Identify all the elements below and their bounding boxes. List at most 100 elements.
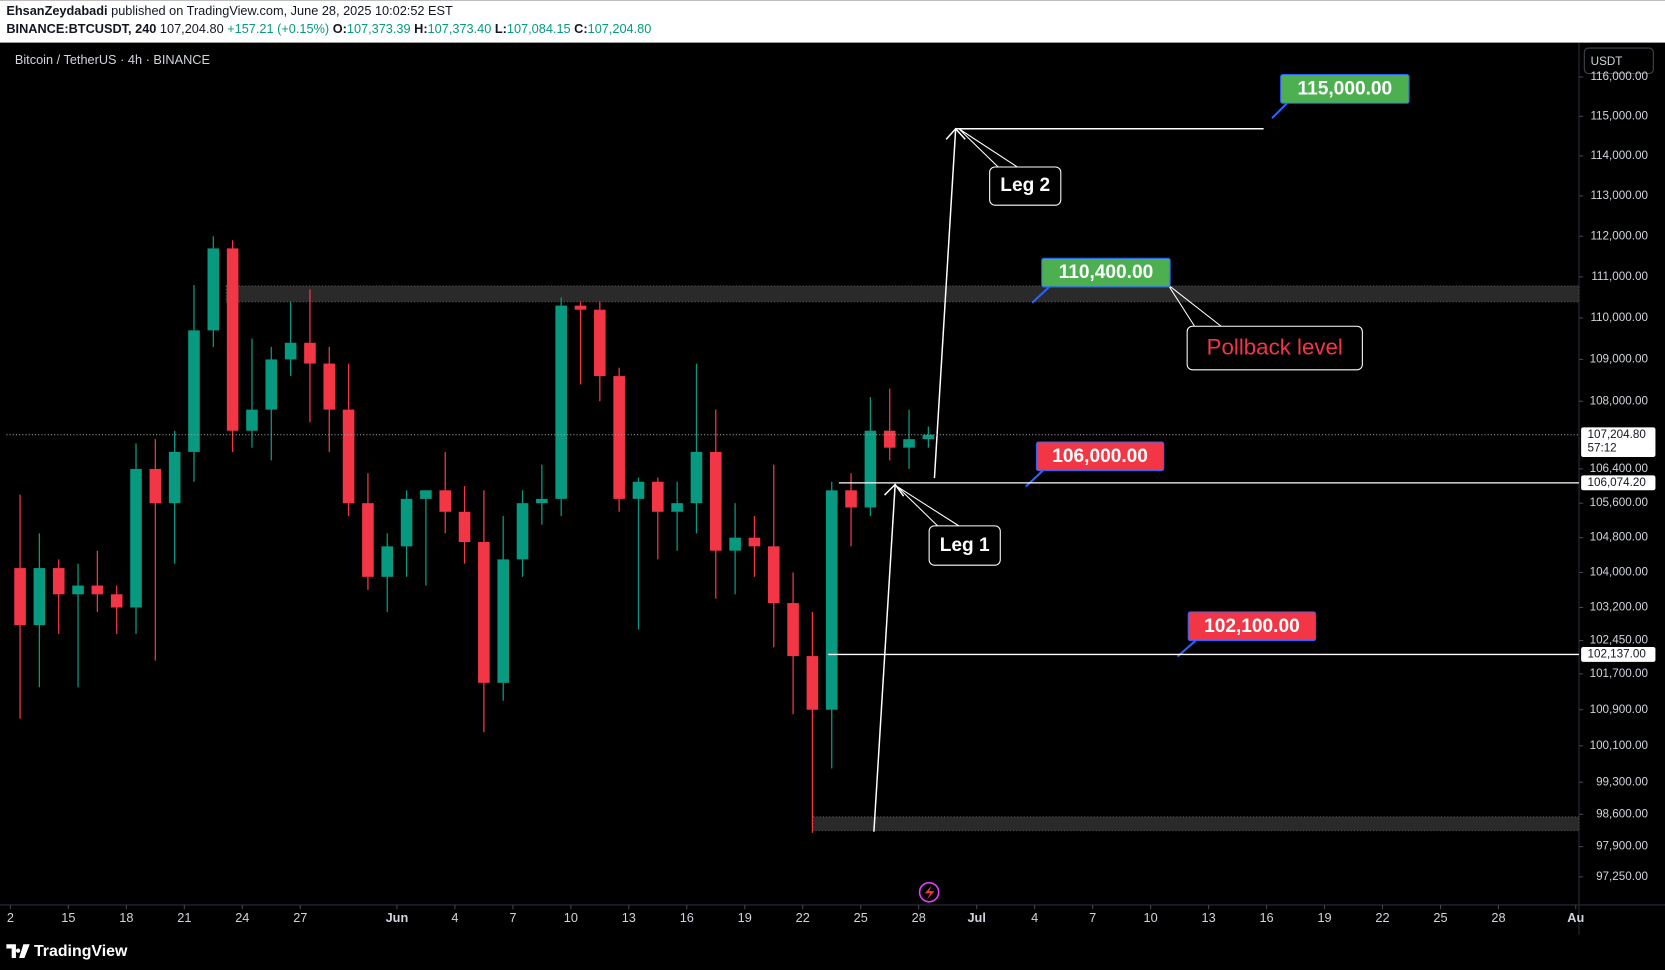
y-tick-label: 104,800.00 [1590,531,1649,544]
y-tick-label: 105,600.00 [1590,496,1649,509]
candle-body [748,537,761,547]
candle-body [767,546,780,604]
x-tick-label: 4 [1031,910,1038,925]
l-label: L: [495,21,507,36]
candle-body [652,481,664,512]
resistance-zone [225,285,1580,303]
candle-body [381,546,394,577]
level-badge [1581,475,1656,491]
candle-body [420,490,432,499]
candle-body [52,568,65,595]
candle-body [709,451,722,551]
y-tick-label: 100,900.00 [1590,703,1649,716]
y-tick-label: 115,000.00 [1590,109,1648,122]
target-110-box [1041,257,1171,288]
candle-body [91,585,104,595]
candle-body [284,342,297,360]
leg-1-label: Leg 1 [940,535,990,556]
currency: USDT [1591,55,1623,68]
drawings: Leg 2 Leg 1 Pollback level 115,000.00 11… [873,74,1410,903]
chart-background [0,42,1665,935]
candle-body [536,498,548,504]
l-value: 107,084.15 [507,21,571,36]
candle-body [806,656,819,710]
y-tick-label: 99,300.00 [1596,775,1648,788]
last-price-label: 107,204.80 [1587,428,1646,441]
leg-1-callout [928,525,1001,566]
candle-body [825,490,838,710]
x-tick-label: 25 [854,910,868,925]
candle-body [188,330,200,452]
candle-body [922,434,935,440]
author: EhsanZeydabadi [6,3,107,18]
chart-title: Bitcoin / TetherUS · 4h · BINANCE [15,52,210,67]
footer-bar [0,934,1665,970]
x-tick-label: 16 [1259,910,1273,925]
brand: TradingView [34,943,128,960]
candle-body [14,568,26,626]
target-110-label: 110,400.00 [1059,262,1154,283]
candle-body [845,490,857,508]
level-badge [1581,647,1656,662]
level-102-label: 102,100.00 [1204,616,1300,637]
pullback-label: Pollback level [1207,334,1343,359]
candle-body [323,363,336,410]
level-106-pointer [1025,469,1044,488]
leg-2-arrowhead [945,127,966,140]
x-tick-label: 22 [1375,910,1389,925]
candle-body [207,248,220,331]
level-label: 102,137.00 [1587,648,1646,661]
x-tick-label: 13 [622,910,636,925]
header-bar [0,0,1665,43]
x-tick-label: Au [1567,910,1584,925]
candle-body [613,376,625,499]
candle-body [246,409,258,431]
level-106-label: 106,000.00 [1052,446,1148,467]
h-label: H: [414,21,427,36]
candle-body [555,305,567,499]
y-tick-label: 108,000.00 [1590,394,1649,407]
x-tick-label: 10 [564,910,578,925]
leg-1-arrowhead [884,483,905,497]
candle-body [226,248,239,431]
y-tick-label: 98,600.00 [1596,807,1648,820]
candle-body [516,503,529,560]
candle-body [72,585,84,595]
o-label: O: [333,21,347,36]
y-tick-label: 110,000.00 [1590,311,1648,324]
x-tick-label: 19 [1317,910,1331,925]
x-tick-label: 15 [61,910,75,925]
alert-icon[interactable] [918,881,940,903]
c-value: 107,204.80 [588,21,652,36]
leg-2-line [933,128,957,479]
x-tick-label: 27 [293,910,307,925]
target-110-pointer [1031,286,1050,304]
candles [14,236,935,833]
candle-body [342,409,355,504]
candle-body [864,430,877,508]
leg-2-callout [989,166,1062,206]
candle-body [574,305,587,310]
countdown: 57:12 [1587,442,1616,455]
candle-body [439,490,452,512]
x-tick-label: 18 [119,910,133,925]
candle-body [478,542,490,683]
published: published on TradingView.com, June 28, 2… [111,3,453,18]
candle-body [883,430,896,448]
x-tick-label: 13 [1201,910,1215,925]
x-tick-label: 21 [177,910,191,925]
y-tick-label: 112,000.00 [1590,229,1648,242]
candle-body [497,559,509,683]
candle-body [400,498,413,547]
target-115-box [1280,74,1410,104]
target-115-label: 115,000.00 [1298,79,1393,100]
y-tick-label: 113,000.00 [1590,189,1648,202]
currency-button[interactable] [1583,47,1654,75]
y-tick-label: 103,200.00 [1590,601,1649,614]
candle-body [787,603,799,657]
header-line-2: BINANCE:BTCUSDT, 240 107,204.80 +157.21 … [6,21,651,36]
candle-body [130,468,142,608]
o-value: 107,373.39 [347,21,411,36]
symbol: BINANCE:BTCUSDT, 240 [6,21,156,36]
